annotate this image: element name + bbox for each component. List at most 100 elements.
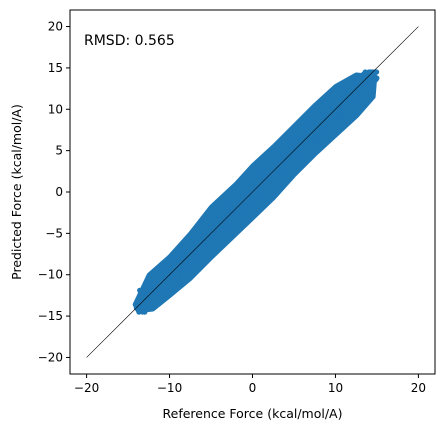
data-point (228, 228, 235, 234)
data-point (235, 205, 241, 211)
data-point (144, 287, 150, 293)
data-point (154, 276, 160, 282)
data-point (264, 180, 270, 186)
data-point (260, 174, 266, 180)
data-point (221, 198, 228, 204)
data-point (320, 122, 326, 128)
data-point (350, 95, 356, 101)
data-point (299, 144, 305, 150)
data-point (232, 196, 238, 202)
data-point (216, 213, 222, 219)
data-point (235, 193, 241, 199)
data-point (261, 194, 267, 200)
data-point (160, 266, 166, 272)
data-point (228, 215, 234, 221)
data-point (242, 187, 248, 194)
x-tick-label: 20 (411, 381, 426, 395)
reference-line (86, 26, 419, 358)
data-point (247, 207, 253, 213)
data-point (172, 263, 178, 269)
data-point (239, 215, 245, 221)
data-point (314, 126, 320, 132)
data-point (135, 304, 141, 310)
data-point (299, 149, 305, 155)
data-point (362, 69, 368, 75)
data-point (162, 278, 168, 284)
y-tick-label: 10 (48, 102, 63, 116)
x-axis-label: Reference Force (kcal/mol/A) (163, 406, 343, 421)
data-point (345, 86, 351, 92)
reference-line-layer (86, 26, 419, 358)
data-point (164, 284, 170, 290)
data-point (280, 168, 286, 175)
data-point (153, 280, 159, 287)
y-tick-label: 5 (55, 144, 63, 158)
data-point (372, 69, 378, 75)
data-point (137, 287, 143, 293)
data-point (320, 112, 326, 118)
data-point (355, 76, 361, 82)
data-point (139, 294, 146, 300)
data-point (179, 263, 185, 269)
data-point (276, 156, 282, 162)
data-point (186, 247, 192, 253)
y-axis-ticks: −20 −15 −10 −5 0 5 10 15 20 (38, 20, 70, 364)
data-point (367, 69, 374, 75)
data-point (156, 291, 162, 297)
data-point (136, 309, 142, 315)
data-point (265, 163, 271, 169)
data-point (223, 209, 229, 216)
data-point (181, 243, 187, 249)
data-point (270, 170, 276, 176)
data-point (333, 104, 339, 111)
data-point (235, 209, 241, 215)
data-point (297, 124, 303, 130)
data-point (363, 83, 369, 89)
data-point (268, 175, 274, 181)
data-point (158, 274, 164, 280)
data-point (310, 119, 317, 125)
data-point (279, 163, 285, 169)
data-point (240, 191, 246, 197)
data-point (182, 260, 188, 266)
data-point (337, 108, 343, 114)
data-point (163, 262, 169, 269)
data-point (258, 181, 264, 188)
data-point (327, 109, 333, 115)
data-point (171, 251, 177, 257)
data-point (214, 218, 220, 224)
data-point (286, 148, 292, 154)
data-point (316, 130, 322, 136)
data-point (249, 195, 255, 201)
y-tick-label: −20 (38, 350, 63, 364)
data-point (235, 219, 241, 225)
rmsd-annotation: RMSD: 0.565 (84, 33, 175, 49)
data-point (223, 221, 229, 227)
data-point (195, 254, 201, 260)
y-tick-label: 0 (55, 185, 63, 199)
data-point (147, 299, 153, 305)
data-point (358, 80, 364, 86)
data-point (274, 172, 280, 178)
data-point (354, 100, 360, 107)
data-point (371, 76, 377, 82)
data-point (220, 232, 226, 238)
y-axis-label: Predicted Force (kcal/mol/A) (9, 104, 24, 280)
y-tick-label: −15 (38, 309, 63, 323)
data-point (165, 292, 171, 299)
data-point (180, 251, 186, 257)
data-point (208, 231, 214, 237)
data-point (162, 271, 168, 277)
data-point (254, 172, 260, 178)
data-point (307, 142, 313, 148)
x-tick-label: −20 (74, 381, 99, 395)
data-point (206, 249, 212, 255)
data-point (340, 100, 346, 106)
data-point (306, 127, 312, 133)
data-point (343, 95, 349, 101)
data-point (321, 127, 327, 133)
data-point (136, 300, 142, 306)
data-point (261, 165, 267, 171)
data-point (207, 242, 213, 248)
data-point (299, 136, 305, 142)
